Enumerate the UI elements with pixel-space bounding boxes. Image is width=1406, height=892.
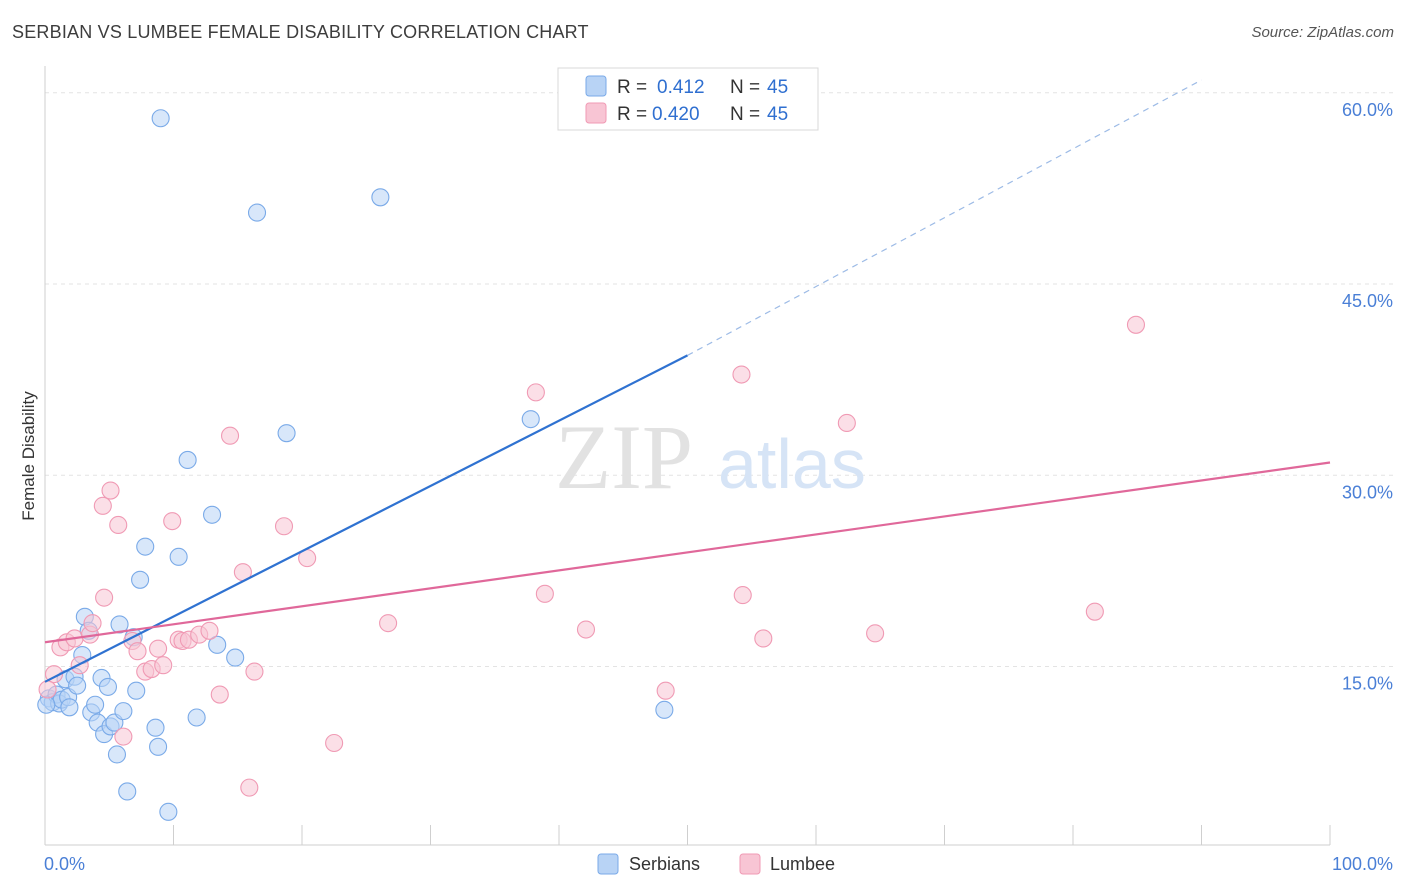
serbians-point-18 (98, 677, 118, 696)
lumbee-point-33 (526, 383, 545, 402)
serbians-point-39 (247, 203, 267, 222)
serbians-point-28 (136, 537, 155, 556)
lumbee-point-6 (83, 614, 102, 633)
lumbee-point-44 (38, 680, 57, 699)
serbians-point-36 (203, 505, 222, 524)
trend-lines (44, 79, 1331, 683)
serbians-point-23 (114, 702, 133, 721)
serbians-point-42 (521, 410, 540, 429)
lumbee-point-35 (576, 620, 596, 639)
serbians-point-41 (371, 188, 390, 207)
y-tick-label-1: 30.0% (1342, 482, 1393, 502)
bottom-legend-swatch-serbians (597, 853, 619, 875)
legend-r-value-serbians: 0.412 (657, 77, 705, 98)
lumbee-point-32 (379, 614, 398, 633)
lumbee-point-39 (754, 629, 773, 648)
chart-title: SERBIAN VS LUMBEE FEMALE DISABILITY CORR… (12, 22, 589, 42)
serbians-trend-extension (687, 79, 1202, 356)
serbians-point-26 (127, 681, 146, 700)
serbians-point-44 (37, 695, 56, 714)
y-tick-label-3: 60.0% (1342, 100, 1393, 120)
x-tick-label-1: 100.0% (1332, 854, 1393, 874)
serbians-point-34 (178, 450, 197, 470)
watermark-zip: ZIP (555, 406, 693, 508)
lumbee-point-18 (163, 512, 182, 531)
chart-source: Source: ZipAtlas.com (1251, 24, 1394, 41)
serbians-point-7 (60, 698, 79, 717)
serbians-point-40 (277, 424, 296, 443)
lumbee-point-37 (732, 365, 751, 384)
legend-swatch-serbians (585, 75, 607, 97)
y-tick-label-2: 45.0% (1342, 291, 1393, 311)
lumbee-point-23 (200, 621, 219, 640)
lumbee-point-24 (210, 685, 229, 704)
y-axis-label: Female Disability (19, 391, 38, 521)
lumbee-trend-line (44, 461, 1331, 644)
legend-swatch-lumbee (585, 102, 607, 124)
lumbee-point-42 (1085, 602, 1104, 621)
serbians-point-29 (146, 718, 165, 737)
lumbee-point-40 (837, 413, 856, 433)
lumbee-point-17 (154, 656, 173, 675)
bottom-legend-swatch-lumbee (739, 853, 761, 875)
axes (44, 66, 1331, 846)
serbians-point-24 (118, 782, 137, 801)
lumbee-point-13 (128, 642, 147, 661)
legend-n-label-lumbee: N = (730, 104, 760, 125)
lumbee-point-16 (149, 639, 168, 658)
lumbee-point-7 (93, 496, 112, 515)
serbians-point-9 (68, 676, 87, 695)
lumbee-point-38 (733, 586, 752, 605)
watermark-atlas: atlas (718, 425, 866, 503)
serbians-point-21 (107, 745, 127, 764)
lumbee-point-28 (245, 662, 264, 681)
lumbee-point-43 (1126, 315, 1146, 334)
lumbee-point-25 (220, 426, 240, 445)
serbians-point-27 (131, 570, 150, 589)
serbians-point-31 (151, 109, 170, 128)
serbians-point-38 (226, 648, 245, 667)
serbians-point-37 (208, 635, 227, 654)
lumbee-point-9 (101, 481, 120, 500)
grid (45, 92, 1393, 667)
serbians-point-32 (159, 802, 178, 821)
legend-r-label-serbians: R = (617, 77, 647, 98)
bottom-legend-label-serbians: Serbians (629, 854, 700, 874)
y-tick-label-0: 15.0% (1342, 674, 1393, 694)
legend-n-value-lumbee: 45 (767, 104, 788, 125)
lumbee-point-34 (535, 584, 554, 603)
serbians-point-43 (655, 700, 674, 719)
x-tick-labels: 0.0% 100.0% (44, 854, 1393, 874)
lumbee-point-10 (109, 515, 128, 535)
legend-r-label-lumbee: R = (617, 104, 647, 125)
serbians-point-35 (187, 708, 206, 727)
x-tick-label-0: 0.0% (44, 854, 85, 874)
serbians-point-14 (86, 695, 105, 714)
lumbee-point-11 (114, 727, 133, 746)
top-legend: R = 0.412 N = 45 R = 0.420 N = 45 (557, 67, 819, 131)
lumbee-point-8 (95, 588, 114, 607)
bottom-legend: Serbians Lumbee (597, 853, 835, 875)
serbians-point-30 (149, 737, 168, 756)
lumbee-point-41 (866, 624, 885, 643)
points-layer (37, 109, 1146, 821)
legend-n-value-serbians: 45 (767, 77, 788, 98)
bottom-legend-label-lumbee: Lumbee (770, 854, 835, 874)
lumbee-point-29 (274, 517, 294, 536)
serbians-point-33 (169, 547, 188, 566)
lumbee-point-27 (240, 778, 259, 797)
legend-r-value-lumbee: 0.420 (652, 104, 700, 125)
y-tick-labels: 15.0% 30.0% 45.0% 60.0% (1342, 100, 1393, 694)
legend-n-label-serbians: N = (730, 77, 760, 98)
lumbee-point-36 (656, 681, 675, 700)
lumbee-point-31 (325, 733, 344, 753)
watermark: ZIP atlas (555, 406, 866, 508)
